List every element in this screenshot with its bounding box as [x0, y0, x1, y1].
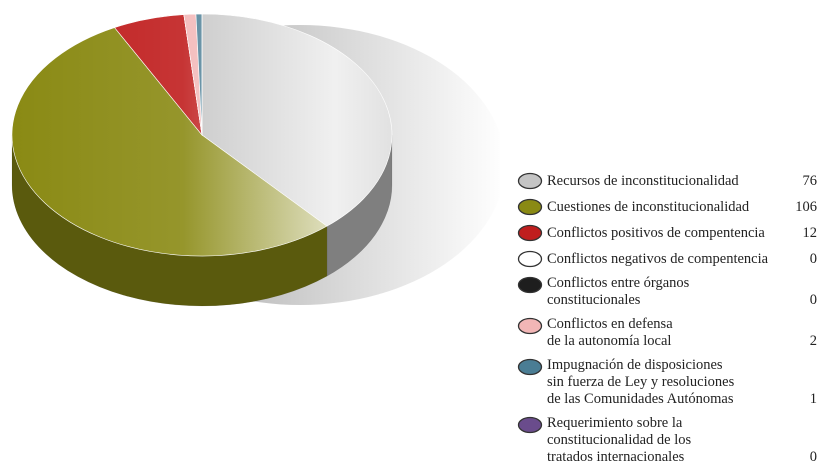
legend-swatch-shape	[517, 416, 543, 434]
legend-swatch	[517, 224, 543, 242]
legend-label: Requerimiento sobre la constitucionalida…	[547, 415, 692, 465]
legend-value: 2	[809, 333, 817, 349]
legend-item: Conflictos en defensa de la autonomía lo…	[517, 316, 817, 350]
legend-value: 0	[809, 292, 817, 308]
legend-label: Cuestiones de inconstitucionalidad	[547, 199, 750, 215]
pie-side-shade	[12, 135, 327, 306]
legend-label: Impugnación de disposiciones sin fuerza …	[547, 357, 735, 407]
legend-item: Conflictos negativos de compentencia 0	[517, 249, 817, 268]
legend-swatch	[517, 317, 543, 335]
legend-item: Recursos de inconstitucionalidad 76	[517, 171, 817, 190]
legend-item: Impugnación de disposiciones sin fuerza …	[517, 357, 817, 408]
pie-chart	[11, 13, 500, 307]
legend-item: Conflictos entre órganos constitucionale…	[517, 275, 817, 309]
legend-swatch-shape	[517, 198, 543, 216]
legend-swatch-shape	[517, 172, 543, 190]
legend-item: Cuestiones de inconstitucionalidad 106	[517, 197, 817, 216]
legend-value: 106	[795, 199, 817, 215]
page: {"chart_data": {"type": "pie", "categori…	[11, 13, 817, 465]
legend-label: Conflictos negativos de compentencia	[547, 251, 769, 267]
legend-swatch-shape	[517, 317, 543, 335]
legend-swatch-shape	[517, 276, 543, 294]
legend-label: Conflictos entre órganos constitucionale…	[547, 275, 690, 308]
legend-value: 0	[809, 449, 817, 465]
legend-swatch	[517, 250, 543, 268]
legend-swatch	[517, 358, 543, 376]
legend-swatch	[517, 172, 543, 190]
legend: Recursos de inconstitucionalidad 76 Cuesti…	[517, 171, 817, 473]
legend-swatch	[517, 276, 543, 294]
legend-label: Conflictos en defensa de la autonomía lo…	[547, 316, 673, 349]
legend-value: 76	[802, 173, 818, 189]
legend-item: Requerimiento sobre la constitucionalida…	[517, 415, 817, 466]
legend-value: 0	[809, 251, 817, 267]
legend-item: Conflictos positivos de compentencia 12	[517, 223, 817, 242]
legend-swatch-shape	[517, 358, 543, 376]
legend-value: 12	[802, 225, 818, 241]
legend-label: Recursos de inconstitucionalidad	[547, 173, 739, 189]
legend-swatch	[517, 198, 543, 216]
legend-value: 1	[809, 391, 817, 407]
legend-label: Conflictos positivos de compentencia	[547, 225, 765, 241]
legend-swatch-shape	[517, 224, 543, 242]
legend-swatch	[517, 416, 543, 434]
legend-swatch-shape	[517, 250, 543, 268]
